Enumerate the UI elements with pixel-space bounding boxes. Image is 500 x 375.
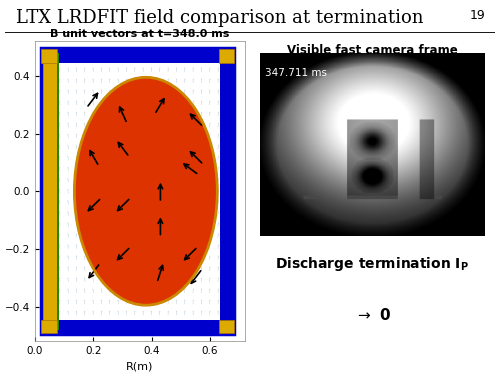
Polygon shape [74, 77, 218, 305]
Text: LTX LRDFIT field comparison at termination: LTX LRDFIT field comparison at terminati… [16, 9, 424, 27]
Bar [57, 320, 234, 333]
Text: Visible fast camera frame: Visible fast camera frame [287, 44, 458, 57]
Bar [42, 49, 57, 63]
Bar [218, 49, 234, 63]
Bar [42, 48, 57, 334]
Text: $\rightarrow$ $\mathbf{0}$: $\rightarrow$ $\mathbf{0}$ [354, 308, 390, 324]
Text: 347.711 ms: 347.711 ms [265, 68, 327, 78]
Bar [42, 320, 57, 333]
Text: Discharge termination $\mathbf{I_P}$: Discharge termination $\mathbf{I_P}$ [276, 255, 469, 273]
Bar [57, 49, 234, 63]
Title: B unit vectors at t=348.0 ms: B unit vectors at t=348.0 ms [50, 29, 230, 39]
Bar [218, 320, 234, 333]
Bar [220, 63, 234, 320]
Bar [57, 53, 59, 330]
X-axis label: R(m): R(m) [126, 362, 154, 372]
Text: 19: 19 [469, 9, 485, 22]
